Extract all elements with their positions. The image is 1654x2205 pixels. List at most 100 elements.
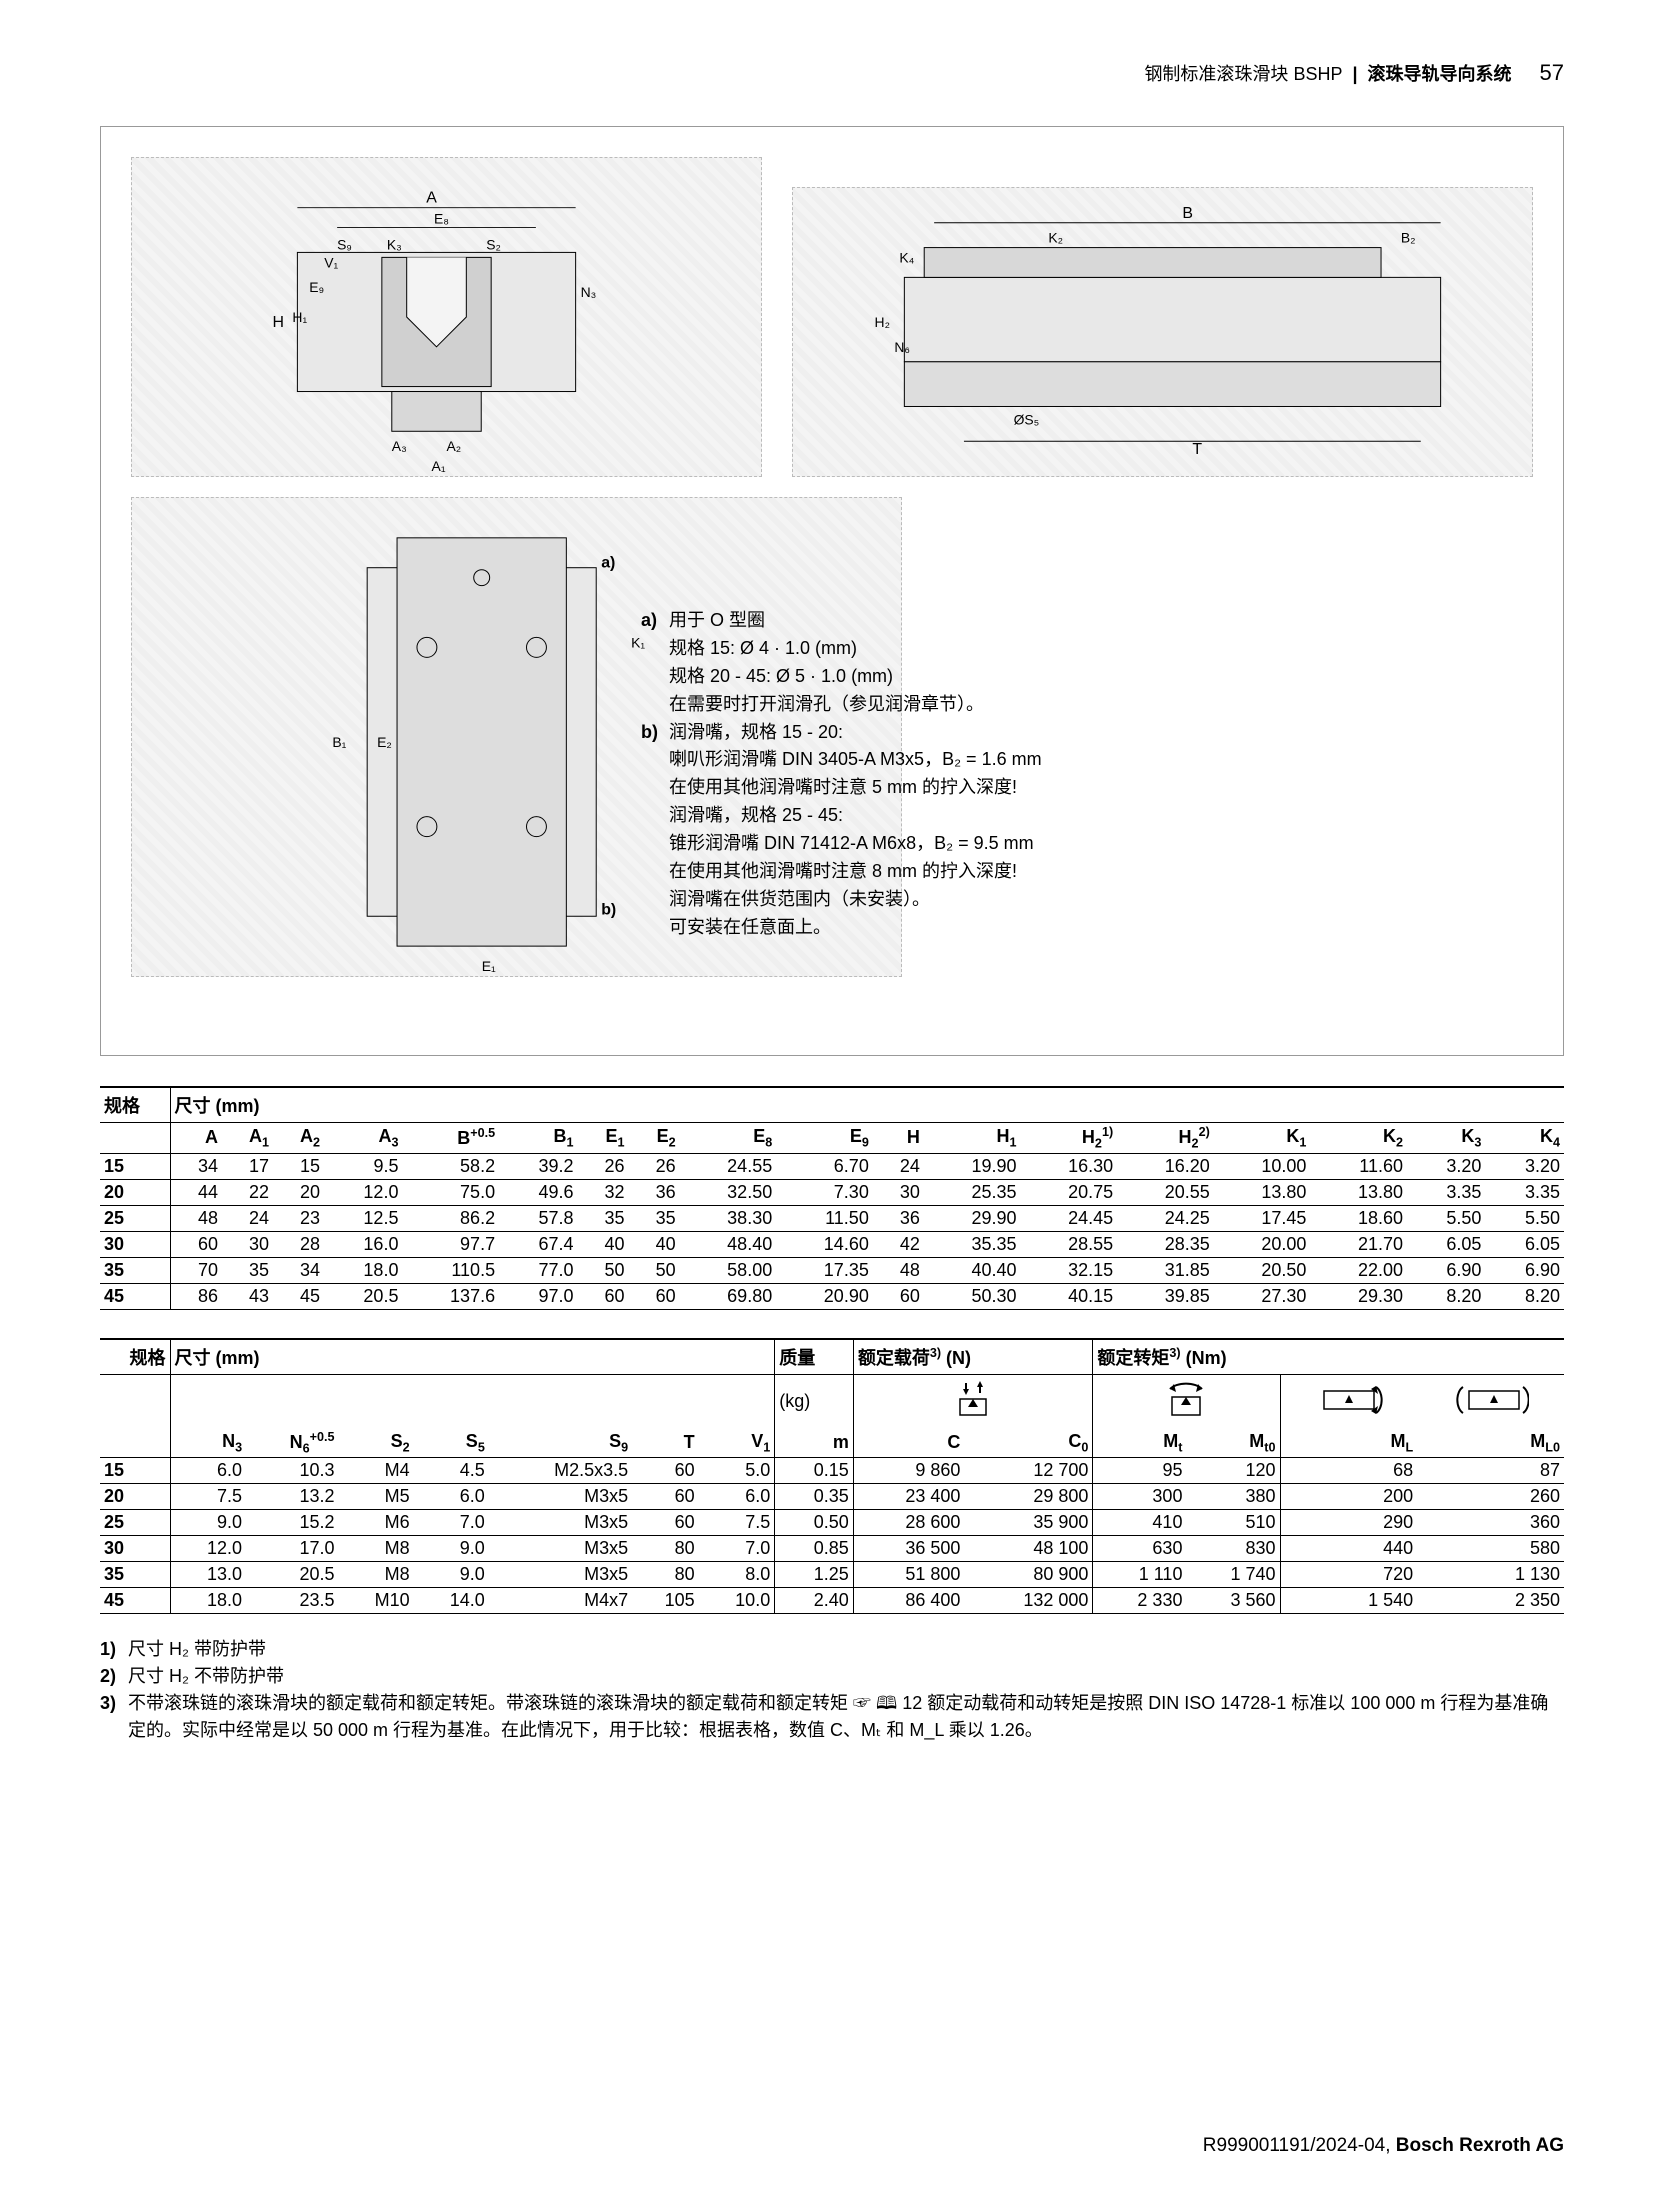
t2-cell: M10 <box>338 1588 413 1614</box>
t2-cell: 9.0 <box>414 1562 489 1588</box>
note-a-line-1: 规格 15: Ø 4 · 1.0 (mm) <box>669 635 1201 663</box>
t1-col: K1 <box>1214 1123 1311 1154</box>
t2-cell: 3 560 <box>1186 1588 1280 1614</box>
t1-col: A1 <box>222 1123 273 1154</box>
t1-col: H22) <box>1117 1123 1214 1154</box>
t1-cell: 20.55 <box>1117 1179 1214 1205</box>
t1-cell: 20.75 <box>1021 1179 1118 1205</box>
svg-text:A₃: A₃ <box>392 438 407 454</box>
t1-cell: 8.20 <box>1407 1283 1485 1309</box>
t1-cell: 36 <box>629 1179 680 1205</box>
t2-cell: 0.15 <box>775 1458 854 1484</box>
t2-cell: 9.0 <box>170 1510 246 1536</box>
t2-cell: 18.0 <box>170 1588 246 1614</box>
t1-cell: 60 <box>170 1231 222 1257</box>
svg-text:K₃: K₃ <box>387 236 402 252</box>
t1-cell: 20.90 <box>776 1283 873 1309</box>
svg-text:S₂: S₂ <box>486 236 501 252</box>
t1-cell: 70 <box>170 1257 222 1283</box>
t2-cell: 15.2 <box>246 1510 338 1536</box>
t2-col: T <box>632 1428 698 1458</box>
header-right: 滚珠导轨导向系统 <box>1368 60 1512 86</box>
svg-text:B₁: B₁ <box>332 734 346 750</box>
t1-cell: 86 <box>170 1283 222 1309</box>
t1-cell: 39.2 <box>499 1153 577 1179</box>
dimensions-table-2: 规格尺寸 (mm)质量额定载荷3) (N)额定转矩3) (Nm)(kg)N3N6… <box>100 1338 1564 1615</box>
t1-cell: 6.70 <box>776 1153 873 1179</box>
footnote-3: 不带滚珠链的滚珠滑块的额定载荷和额定转矩。带滚珠链的滚珠滑块的额定载荷和额定转矩… <box>128 1690 1564 1744</box>
svg-text:K₂: K₂ <box>1048 230 1063 246</box>
t1-title-right: 尺寸 (mm) <box>170 1087 1564 1123</box>
footnotes: 1)尺寸 H₂ 带防护带 2)尺寸 H₂ 不带防护带 3)不带滚珠链的滚珠滑块的… <box>100 1636 1564 1744</box>
svg-text:S₉: S₉ <box>337 236 352 252</box>
t2-cell: 1.25 <box>775 1562 854 1588</box>
t2-cell: 6.0 <box>170 1458 246 1484</box>
t1-cell: 34 <box>273 1257 324 1283</box>
t2-cell: 260 <box>1417 1484 1564 1510</box>
t2-cell: 105 <box>632 1588 698 1614</box>
t2-cell: 80 <box>632 1562 698 1588</box>
t1-cell: 29.90 <box>924 1205 1021 1231</box>
t2-cell: M5 <box>338 1484 413 1510</box>
t2-cell: 2.40 <box>775 1588 854 1614</box>
t2-cell: M4x7 <box>489 1588 632 1614</box>
t1-cell: 18.60 <box>1310 1205 1407 1231</box>
t2-cell: 2 350 <box>1417 1588 1564 1614</box>
t1-size: 15 <box>100 1153 170 1179</box>
t1-cell: 12.5 <box>324 1205 402 1231</box>
t2-cell: 10.3 <box>246 1458 338 1484</box>
t1-cell: 77.0 <box>499 1257 577 1283</box>
svg-text:ØS₅: ØS₅ <box>1013 411 1039 427</box>
t2-cell: 120 <box>1186 1458 1280 1484</box>
page-header: 钢制标准滚珠滑块 BSHP | 滚珠导轨导向系统 57 <box>100 60 1564 86</box>
t1-cell: 69.80 <box>680 1283 777 1309</box>
dimensions-table-1: 规格尺寸 (mm)AA1A2A3B+0.5B1E1E2E8E9HH1H21)H2… <box>100 1086 1564 1310</box>
t1-size: 35 <box>100 1257 170 1283</box>
t1-cell: 60 <box>629 1283 680 1309</box>
t2-title-left: 规格 <box>100 1339 170 1375</box>
t1-cell: 11.60 <box>1310 1153 1407 1179</box>
t1-cell: 11.50 <box>776 1205 873 1231</box>
t2-cell: 48 100 <box>964 1536 1093 1562</box>
svg-text:T: T <box>1192 441 1202 458</box>
note-b-line-2: 在使用其他润滑嘴时注意 5 mm 的拧入深度! <box>669 774 1201 802</box>
t2-cell: 7.5 <box>699 1510 775 1536</box>
t2-cell: 360 <box>1417 1510 1564 1536</box>
t2-cell: 510 <box>1186 1510 1280 1536</box>
t1-cell: 7.30 <box>776 1179 873 1205</box>
t1-col: B+0.5 <box>402 1123 499 1154</box>
t1-cell: 32 <box>578 1179 629 1205</box>
t2-cell: 80 <box>632 1536 698 1562</box>
t2-col: Mt0 <box>1186 1428 1280 1458</box>
t1-cell: 48.40 <box>680 1231 777 1257</box>
t2-cell: 290 <box>1280 1510 1417 1536</box>
note-b-line-4: 锥形润滑嘴 DIN 71412-A M6x8，B₂ = 9.5 mm <box>669 830 1201 858</box>
t2-cell: M6 <box>338 1510 413 1536</box>
t1-cell: 25.35 <box>924 1179 1021 1205</box>
t1-col: A3 <box>324 1123 402 1154</box>
t1-cell: 15 <box>273 1153 324 1179</box>
load-icon <box>853 1374 1093 1428</box>
t2-cell: 7.0 <box>699 1536 775 1562</box>
t2-cell: 410 <box>1093 1510 1187 1536</box>
t2-cell: 12 700 <box>964 1458 1093 1484</box>
svg-text:N₆: N₆ <box>894 339 910 355</box>
t2-cell: 20.5 <box>246 1562 338 1588</box>
t2-cell: 830 <box>1186 1536 1280 1562</box>
t1-title-left: 规格 <box>100 1087 170 1123</box>
t1-cell: 22 <box>222 1179 273 1205</box>
t2-cell: 13.2 <box>246 1484 338 1510</box>
t2-cell: 12.0 <box>170 1536 246 1562</box>
t2-mass-unit: (kg) <box>775 1374 854 1428</box>
torque-ml0-icon <box>1417 1374 1564 1428</box>
t1-cell: 40 <box>578 1231 629 1257</box>
t1-cell: 31.85 <box>1117 1257 1214 1283</box>
t1-cell: 6.05 <box>1485 1231 1564 1257</box>
svg-text:A: A <box>426 190 437 207</box>
t2-cell: 1 110 <box>1093 1562 1187 1588</box>
note-a-line-3: 在需要时打开润滑孔（参见润滑章节）。 <box>669 691 1201 719</box>
t1-cell: 28 <box>273 1231 324 1257</box>
t2-cell: 0.50 <box>775 1510 854 1536</box>
t1-cell: 26 <box>629 1153 680 1179</box>
t2-cell: 1 130 <box>1417 1562 1564 1588</box>
